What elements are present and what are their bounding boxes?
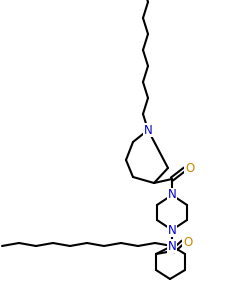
Text: N: N [144, 124, 152, 136]
Text: N: N [168, 188, 176, 201]
Text: O: O [183, 235, 193, 248]
Text: N: N [168, 224, 176, 237]
Text: N: N [168, 239, 176, 252]
Text: O: O [185, 162, 195, 175]
